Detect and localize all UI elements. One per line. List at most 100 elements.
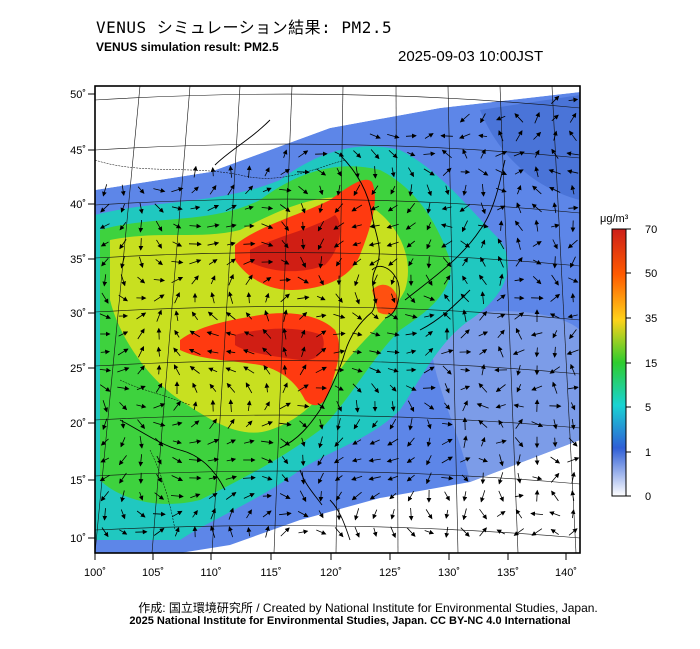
wind-arrow [387, 368, 399, 373]
wind-arrow [407, 151, 416, 157]
wind-arrow [444, 526, 450, 538]
wind-arrow [243, 493, 255, 499]
wind-arrow [297, 295, 310, 301]
wind-arrow [102, 274, 108, 287]
wind-arrow [369, 223, 380, 229]
wind-arrow [353, 150, 362, 158]
wind-arrow [191, 311, 199, 321]
wind-arrow [371, 312, 379, 320]
wind-arrow [136, 510, 146, 518]
wind-arrow [532, 185, 542, 195]
wind-arrow [406, 527, 416, 537]
wind-arrow [406, 349, 417, 355]
wind-arrow [208, 259, 218, 265]
wind-arrow [516, 384, 522, 393]
wind-arrow [426, 455, 432, 466]
lon-tick-label: 105˚ [142, 567, 164, 579]
high-concentration-korea [372, 284, 399, 315]
wind-arrow [225, 204, 237, 212]
wind-arrow [120, 203, 126, 213]
wind-arrow [389, 418, 397, 430]
wind-arrow [119, 472, 127, 484]
low-concentration-field-east [480, 95, 580, 200]
wind-arrow [99, 313, 111, 319]
wind-arrow [318, 185, 324, 196]
wind-arrow [333, 331, 346, 337]
wind-arrow [173, 364, 181, 376]
wind-arrow [531, 203, 542, 213]
wind-arrow [369, 439, 380, 445]
wind-arrow [552, 330, 558, 339]
wind-arrow [281, 221, 289, 232]
wind-arrow [188, 348, 201, 355]
wind-arrow [426, 222, 432, 231]
wind-arrow [405, 222, 416, 230]
wind-arrow [354, 508, 360, 521]
wind-arrow [405, 133, 417, 139]
wind-arrow [228, 399, 234, 413]
wind-arrow [531, 528, 543, 536]
wind-arrow [516, 237, 521, 250]
wind-arrow [551, 148, 559, 159]
wind-arrow [513, 528, 524, 536]
lon-tick-label: 100˚ [84, 567, 106, 579]
wind-arrow [534, 219, 540, 232]
wind-arrow [568, 205, 579, 211]
wind-arrow [262, 510, 272, 518]
wind-arrow [480, 148, 486, 159]
wind-arrow [262, 347, 272, 357]
wind-arrow [566, 151, 579, 157]
wind-arrow [551, 490, 559, 502]
wind-arrow [552, 202, 558, 214]
wind-arrow [408, 418, 414, 431]
wind-arrow [333, 349, 346, 355]
wind-arrow [279, 204, 291, 212]
wind-arrow [228, 507, 234, 520]
wind-arrow [228, 291, 234, 304]
wind-arrow [246, 527, 252, 537]
wind-arrow [318, 510, 324, 519]
wind-arrow [225, 492, 237, 500]
wind-arrow [227, 184, 235, 196]
wind-arrow [567, 385, 579, 391]
wind-arrow [138, 220, 144, 233]
wind-arrow [118, 294, 128, 302]
wind-arrow [566, 349, 579, 355]
wind-arrow [460, 367, 471, 373]
wind-arrow [570, 418, 576, 430]
wind-arrow [442, 365, 452, 375]
wind-arrow [478, 168, 489, 176]
wind-arrow [189, 439, 202, 445]
wind-arrow [333, 222, 345, 230]
wind-arrow [479, 508, 487, 520]
wind-arrow [208, 367, 218, 373]
wind-arrow [480, 291, 486, 305]
wind-arrow [568, 437, 578, 447]
wind-arrow [153, 528, 165, 536]
wind-arrow [280, 527, 290, 537]
wind-arrow [242, 349, 255, 355]
wind-arrow [352, 331, 363, 337]
wind-arrow [478, 457, 488, 463]
copyright-line: 2025 National Institute for Environmenta… [129, 615, 571, 627]
wind-arrow [120, 509, 126, 520]
wind-arrow [568, 528, 578, 536]
wind-arrow [534, 111, 540, 124]
wind-arrow [100, 203, 110, 213]
wind-arrow [515, 130, 523, 142]
wind-arrow [351, 457, 362, 463]
wind-arrow [206, 331, 219, 337]
wind-arrow [479, 274, 487, 285]
wind-arrow [336, 168, 342, 177]
wind-arrow [462, 309, 468, 322]
wind-arrow [227, 418, 235, 429]
wind-arrow [101, 292, 109, 304]
wind-arrow [513, 151, 525, 157]
wind-arrow [426, 419, 432, 430]
wind-arrow [318, 203, 324, 214]
wind-arrow [300, 256, 306, 268]
wind-arrow [515, 327, 523, 340]
wind-arrow [551, 95, 560, 104]
wind-arrow [372, 509, 378, 520]
wind-arrow [153, 403, 166, 409]
